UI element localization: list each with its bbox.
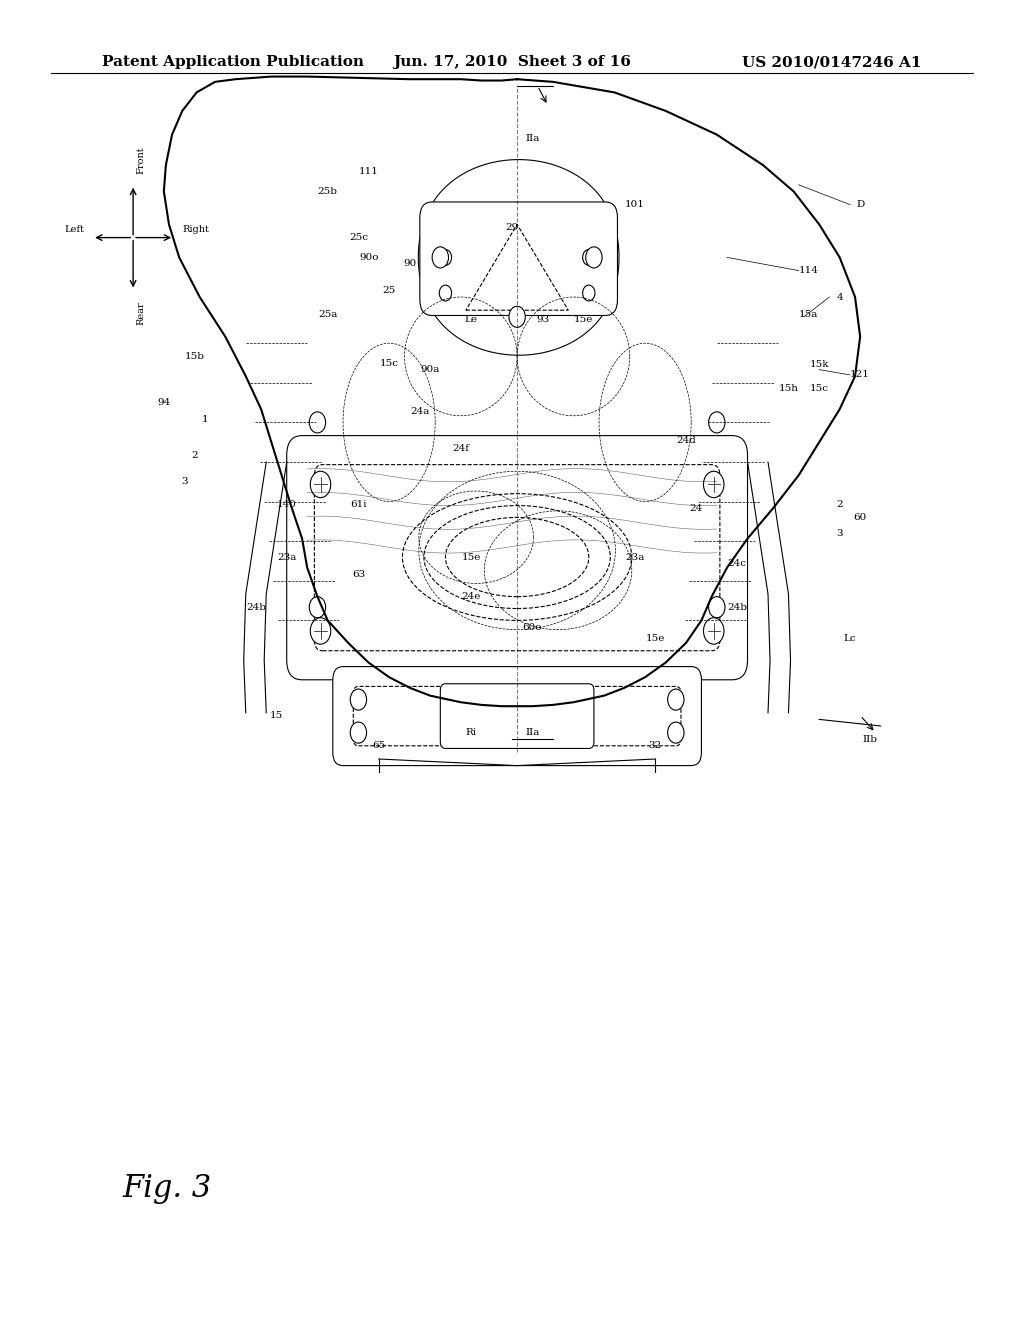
Text: IIa: IIa: [525, 729, 540, 737]
Text: Patent Application Publication: Patent Application Publication: [102, 55, 365, 70]
Text: 25c: 25c: [349, 234, 368, 242]
Circle shape: [509, 306, 525, 327]
Text: Ri: Ri: [466, 729, 476, 737]
FancyBboxPatch shape: [420, 202, 617, 315]
Text: Left: Left: [65, 224, 84, 234]
Text: 90a: 90a: [421, 366, 439, 374]
Text: 15c: 15c: [380, 359, 398, 367]
Text: 4: 4: [837, 293, 843, 301]
Text: 23a: 23a: [278, 553, 296, 561]
Text: 3: 3: [181, 478, 187, 486]
Circle shape: [432, 247, 449, 268]
Text: 94: 94: [158, 399, 170, 407]
Text: 93: 93: [537, 315, 549, 323]
Text: 15e: 15e: [574, 315, 593, 323]
Text: 24a: 24a: [411, 408, 429, 416]
Text: 65: 65: [373, 742, 385, 750]
Circle shape: [310, 618, 331, 644]
Text: 24f: 24f: [453, 445, 469, 453]
Circle shape: [709, 412, 725, 433]
Text: 32: 32: [649, 742, 662, 750]
Text: 24d: 24d: [676, 437, 696, 445]
Text: IIb: IIb: [863, 735, 878, 743]
Text: 90: 90: [403, 260, 416, 268]
Text: 60: 60: [854, 513, 866, 521]
Text: Lc: Lc: [844, 635, 856, 643]
Circle shape: [309, 412, 326, 433]
Text: 15e: 15e: [646, 635, 665, 643]
Text: Jun. 17, 2010  Sheet 3 of 16: Jun. 17, 2010 Sheet 3 of 16: [393, 55, 631, 70]
Text: 90o: 90o: [358, 253, 379, 261]
Circle shape: [668, 689, 684, 710]
FancyBboxPatch shape: [287, 436, 748, 680]
Text: Front: Front: [136, 147, 145, 174]
Text: D: D: [856, 201, 864, 209]
Circle shape: [350, 689, 367, 710]
Circle shape: [309, 597, 326, 618]
Text: 24e: 24e: [462, 593, 480, 601]
Text: 140: 140: [276, 500, 297, 508]
FancyBboxPatch shape: [333, 667, 701, 766]
Text: 15: 15: [270, 711, 283, 719]
Text: Fig. 3: Fig. 3: [123, 1172, 212, 1204]
Text: 24c: 24c: [728, 560, 746, 568]
Circle shape: [586, 247, 602, 268]
Text: 15a: 15a: [800, 310, 818, 318]
Text: 63: 63: [352, 570, 365, 578]
Text: 23a: 23a: [626, 553, 644, 561]
Text: 101: 101: [625, 201, 645, 209]
Circle shape: [709, 597, 725, 618]
FancyBboxPatch shape: [440, 684, 594, 748]
Text: 3: 3: [837, 529, 843, 537]
Text: 25a: 25a: [318, 310, 337, 318]
Text: Right: Right: [182, 224, 209, 234]
Text: 121: 121: [850, 371, 870, 379]
Text: 24b: 24b: [246, 603, 266, 611]
Text: 15c: 15c: [810, 384, 828, 392]
Text: 15k: 15k: [809, 360, 829, 368]
Text: 25: 25: [383, 286, 395, 294]
Text: 111: 111: [358, 168, 379, 176]
Text: 24b: 24b: [727, 603, 748, 611]
Text: 15e: 15e: [462, 553, 480, 561]
Text: 15b: 15b: [184, 352, 205, 360]
Text: 1: 1: [202, 416, 208, 424]
Circle shape: [310, 471, 331, 498]
Circle shape: [350, 722, 367, 743]
Text: Le: Le: [465, 315, 477, 323]
Text: 61i: 61i: [350, 500, 367, 508]
Circle shape: [703, 618, 724, 644]
Text: 114: 114: [799, 267, 819, 275]
Text: 2: 2: [191, 451, 198, 459]
Text: 2: 2: [837, 500, 843, 508]
Circle shape: [703, 471, 724, 498]
Text: IIa: IIa: [525, 135, 540, 143]
Text: 24: 24: [690, 504, 702, 512]
Text: Rear: Rear: [136, 301, 145, 325]
Text: 15h: 15h: [778, 384, 799, 392]
Circle shape: [668, 722, 684, 743]
Text: US 2010/0147246 A1: US 2010/0147246 A1: [742, 55, 922, 70]
Text: 60o: 60o: [522, 623, 543, 631]
Text: 25b: 25b: [317, 187, 338, 195]
Text: 29: 29: [506, 223, 518, 231]
